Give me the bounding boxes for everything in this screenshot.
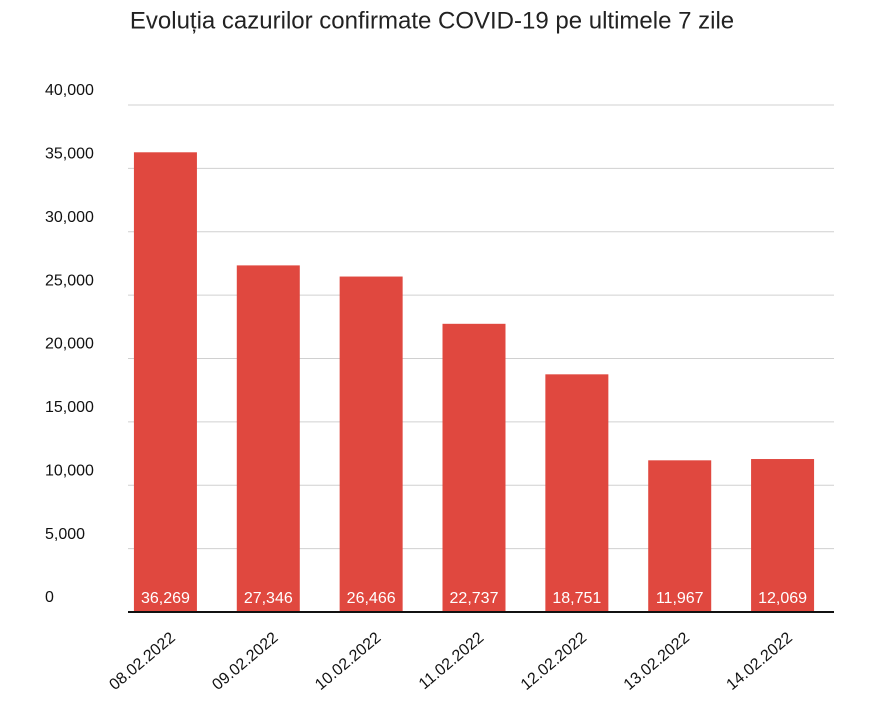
y-tick-label: 20,000 xyxy=(45,336,94,353)
bar xyxy=(545,374,609,612)
x-tick-label: 13.02.2022 xyxy=(621,629,693,694)
value-label: 12,069 xyxy=(758,590,807,607)
x-tick-label: 14.02.2022 xyxy=(724,629,796,694)
y-tick-label: 30,000 xyxy=(45,209,94,226)
x-tick-label: 08.02.2022 xyxy=(106,629,178,694)
value-label: 22,737 xyxy=(450,590,499,607)
x-tick-label: 10.02.2022 xyxy=(312,629,384,694)
y-tick-label: 15,000 xyxy=(45,399,94,416)
y-tick-label: 0 xyxy=(45,589,54,606)
bar xyxy=(236,265,300,612)
bar xyxy=(648,460,712,612)
chart-title: Evoluția cazurilor confirmate COVID-19 p… xyxy=(130,7,734,34)
value-label: 18,751 xyxy=(552,590,601,607)
bar xyxy=(751,459,815,612)
x-tick-label: 09.02.2022 xyxy=(209,629,281,694)
y-tick-label: 40,000 xyxy=(45,82,94,99)
value-label: 11,967 xyxy=(656,590,704,607)
value-label: 27,346 xyxy=(244,590,293,607)
y-tick-label: 5,000 xyxy=(45,526,85,543)
y-tick-label: 10,000 xyxy=(45,462,94,479)
value-label: 26,466 xyxy=(347,590,396,607)
bar xyxy=(442,323,506,612)
value-label: 36,269 xyxy=(141,590,190,607)
y-tick-label: 35,000 xyxy=(45,146,94,163)
bar xyxy=(133,152,197,613)
y-tick-label: 25,000 xyxy=(45,272,94,289)
bar xyxy=(339,276,403,612)
x-tick-label: 11.02.2022 xyxy=(416,629,487,693)
x-tick-label: 12.02.2022 xyxy=(518,629,590,694)
